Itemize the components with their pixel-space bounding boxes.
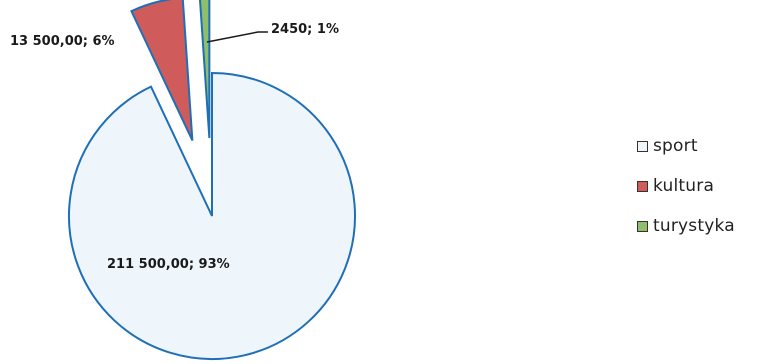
data-label-sport: 211 500,00; 93% xyxy=(107,257,230,272)
legend-item-turystyka: turystyka xyxy=(637,215,757,237)
pie-slice-sport xyxy=(68,71,356,360)
data-label-kultura: 13 500,00; 6% xyxy=(10,34,115,49)
pie-slice-kultura xyxy=(130,0,194,141)
legend-swatch-turystyka xyxy=(637,220,648,232)
legend-swatch-sport xyxy=(637,140,648,152)
data-label-turystyka: 2450; 1% xyxy=(271,22,339,37)
legend-item-kultura: kultura xyxy=(637,175,757,197)
leader-line-turystyka xyxy=(206,31,268,43)
legend-label-sport: sport xyxy=(653,136,698,156)
legend-label-kultura: kultura xyxy=(653,176,715,196)
legend-item-sport: sport xyxy=(637,135,757,157)
chart-legend: sport kultura turystyka xyxy=(637,135,757,255)
legend-swatch-kultura xyxy=(637,180,648,192)
pie-slice-turystyka xyxy=(199,0,211,139)
legend-label-turystyka: turystyka xyxy=(653,216,735,236)
